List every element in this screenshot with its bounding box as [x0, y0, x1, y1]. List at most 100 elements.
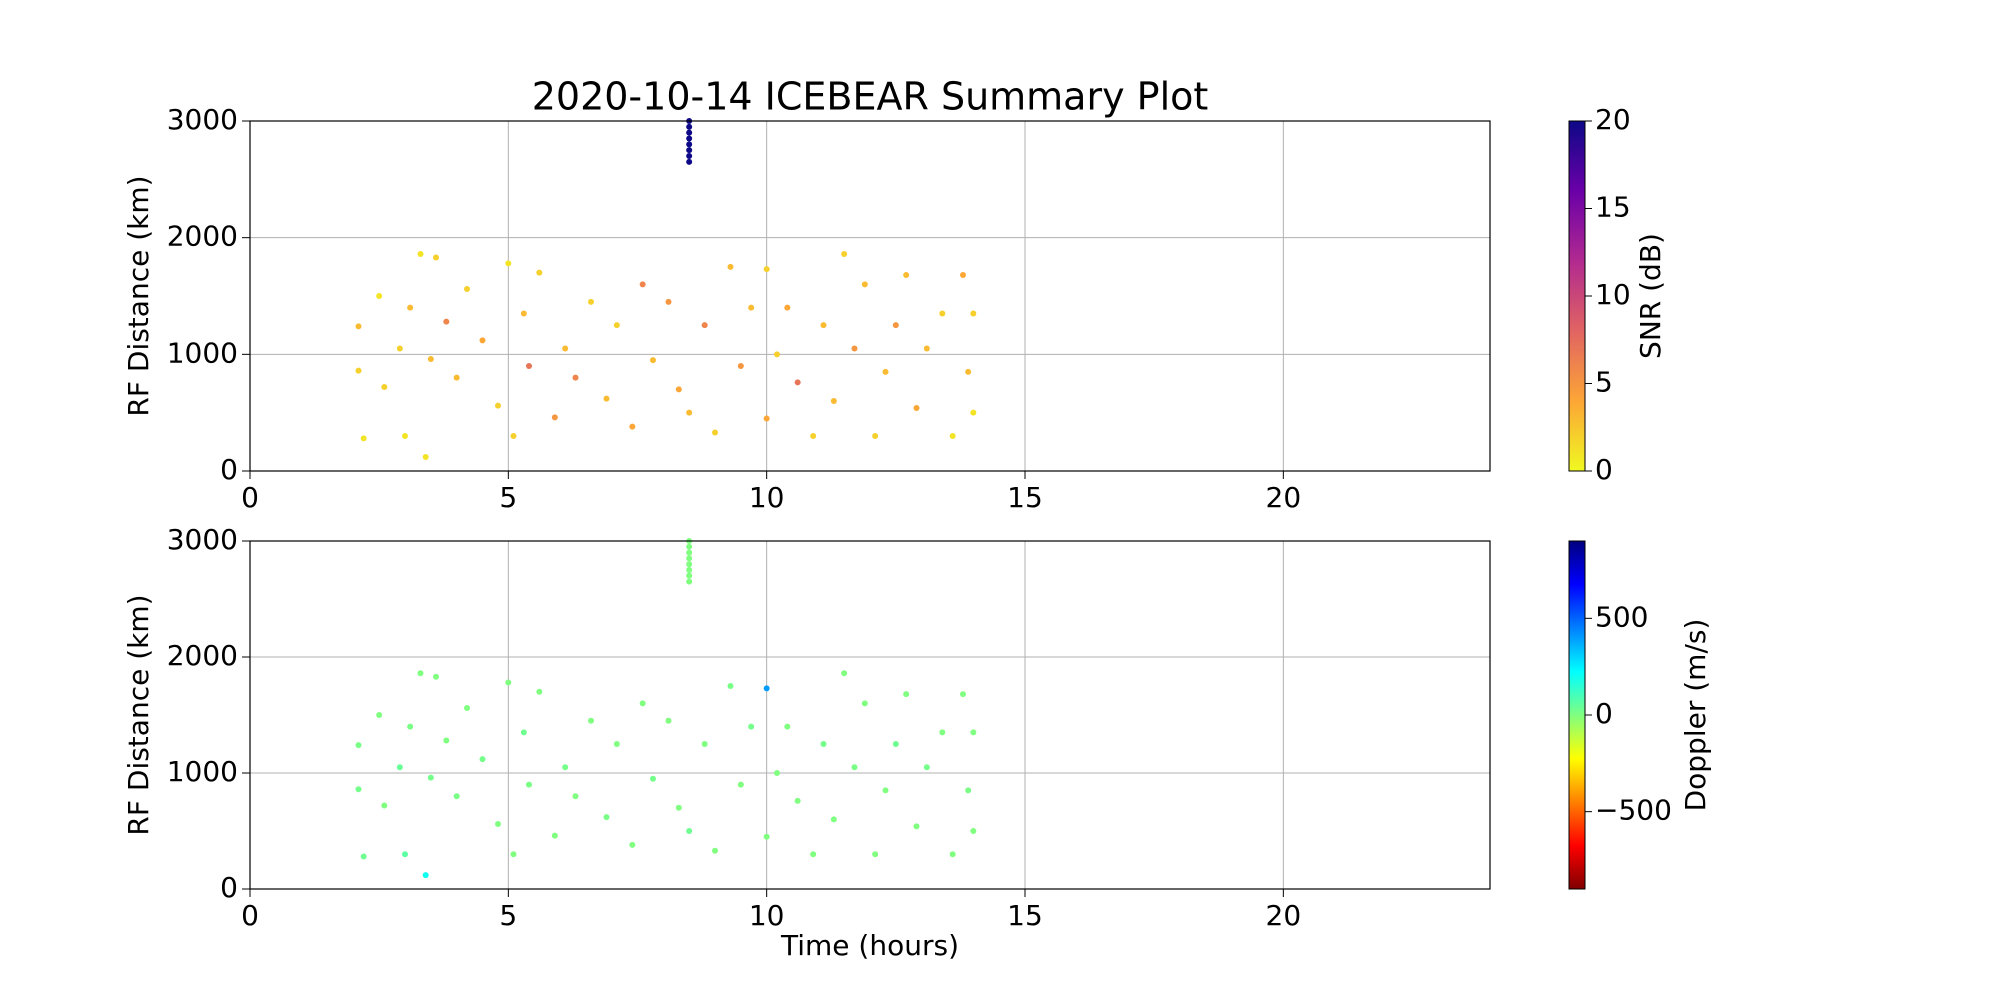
data-point [417, 670, 424, 677]
data-point [892, 741, 899, 747]
data-point [464, 286, 470, 292]
data-point [882, 368, 889, 375]
colorbar [1568, 120, 1586, 472]
data-point [686, 578, 693, 585]
data-point [686, 543, 693, 550]
data-point [737, 363, 744, 369]
y-tick-label: 2000 [167, 639, 238, 672]
data-point [872, 851, 879, 858]
data-point [965, 368, 972, 375]
data-point [360, 435, 367, 442]
data-point [520, 310, 527, 317]
data-point [686, 409, 693, 416]
data-point [686, 158, 693, 165]
data-point [422, 454, 429, 460]
data-point [355, 742, 362, 749]
data-point [686, 572, 693, 579]
data-point [939, 729, 946, 736]
data-point [665, 717, 672, 724]
data-point [381, 384, 388, 390]
data-point [763, 685, 770, 692]
x-tick-label: 5 [499, 481, 517, 514]
data-point [748, 723, 755, 730]
y-tick-label: 1000 [167, 336, 238, 369]
data-point [774, 770, 780, 776]
data-point [686, 123, 693, 130]
data-point [407, 723, 414, 730]
x-tick-label: 0 [241, 481, 259, 514]
data-point [402, 433, 408, 439]
data-point [675, 804, 682, 811]
data-point [650, 357, 656, 364]
data-point [355, 786, 362, 793]
data-point [965, 787, 972, 794]
y-tick-label: 2000 [167, 220, 238, 253]
data-point [970, 409, 977, 416]
data-point [479, 337, 486, 344]
data-point [479, 756, 486, 763]
data-point [551, 832, 558, 839]
data-point [355, 323, 362, 330]
data-point [551, 414, 558, 421]
data-point [960, 691, 966, 698]
y-axis-label: RF Distance (km) [122, 594, 155, 835]
data-point [712, 847, 718, 854]
data-point [376, 293, 383, 299]
data-point [794, 379, 801, 386]
colorbar-tick-label: 10 [1595, 278, 1631, 311]
data-point [830, 816, 837, 823]
data-point [727, 263, 734, 270]
data-point [923, 764, 930, 771]
data-point [686, 153, 693, 159]
data-point [949, 851, 956, 858]
data-point [970, 729, 977, 736]
data-point [433, 673, 439, 680]
x-axis-label: Time (hours) [780, 929, 959, 962]
colorbar-label: SNR (dB) [1634, 233, 1667, 359]
data-point [355, 367, 362, 374]
data-point [402, 851, 408, 858]
data-point [861, 281, 868, 288]
chart-title: 2020-10-14 ICEBEAR Summary Plot [532, 75, 1209, 119]
data-point [712, 429, 718, 436]
data-point [686, 147, 693, 154]
data-point [810, 433, 817, 439]
data-point [526, 363, 532, 369]
x-tick-label: 5 [499, 899, 517, 932]
data-point [505, 679, 512, 686]
y-tick-label: 0 [220, 453, 238, 486]
data-point [701, 322, 708, 329]
data-point [453, 374, 460, 381]
data-point [892, 322, 899, 329]
data-point [820, 741, 827, 747]
data-point [495, 402, 501, 409]
colorbar-label: Doppler (m/s) [1679, 619, 1712, 812]
data-point [650, 775, 656, 782]
data-point [427, 356, 434, 362]
x-tick-label: 15 [1007, 481, 1043, 514]
x-tick-label: 0 [241, 899, 259, 932]
data-point [820, 322, 827, 329]
colorbar-tick-label: −500 [1595, 794, 1672, 827]
data-point [613, 741, 620, 747]
data-point [495, 821, 501, 828]
data-point [613, 322, 620, 329]
colorbar-tick-label: 0 [1595, 453, 1613, 486]
data-point [903, 691, 910, 698]
data-point [794, 797, 801, 804]
data-point [360, 853, 367, 860]
data-point [841, 670, 848, 677]
plot-frame [249, 540, 1491, 890]
data-point [810, 851, 817, 858]
x-tick-label: 15 [1007, 899, 1043, 932]
data-point [686, 141, 693, 148]
data-point [453, 793, 460, 800]
colorbar-tick-label: 20 [1595, 103, 1631, 136]
y-tick-label: 3000 [167, 523, 238, 556]
data-point [443, 318, 450, 325]
data-point [536, 269, 543, 276]
data-point [830, 398, 837, 404]
data-point [588, 298, 594, 305]
x-tick-label: 10 [749, 899, 785, 932]
